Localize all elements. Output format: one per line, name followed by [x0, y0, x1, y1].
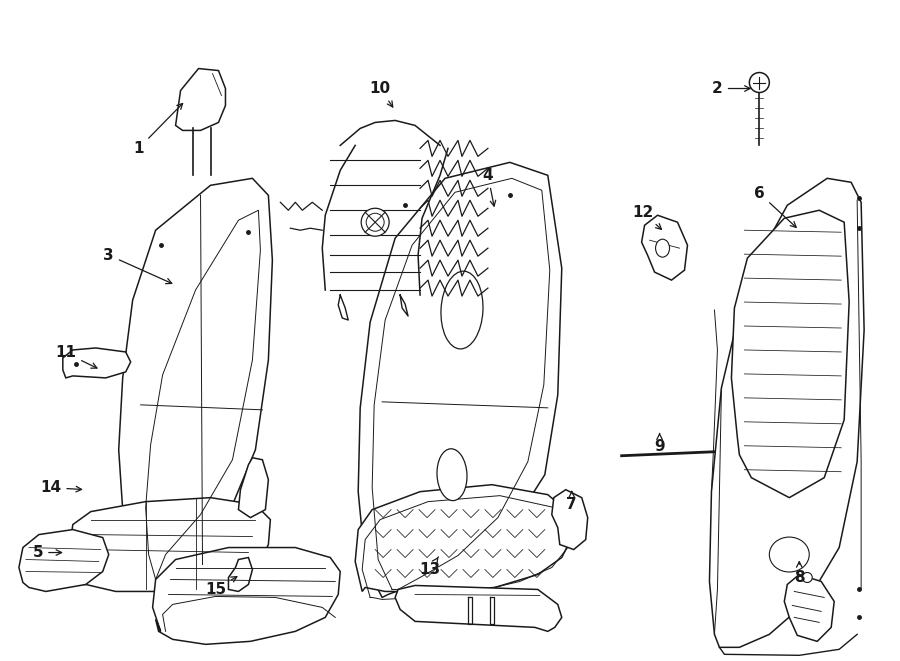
Circle shape: [802, 572, 812, 582]
Circle shape: [750, 73, 770, 93]
Text: 1: 1: [133, 104, 183, 156]
Text: 4: 4: [482, 168, 496, 206]
Polygon shape: [68, 498, 270, 592]
Text: 11: 11: [55, 346, 97, 368]
Polygon shape: [356, 485, 572, 592]
Polygon shape: [238, 457, 268, 518]
Polygon shape: [176, 69, 226, 130]
Polygon shape: [358, 163, 562, 598]
Polygon shape: [153, 547, 340, 644]
Polygon shape: [19, 529, 109, 592]
Text: 9: 9: [654, 434, 665, 454]
Polygon shape: [642, 215, 688, 280]
Text: 2: 2: [712, 81, 751, 96]
Text: 15: 15: [205, 576, 237, 597]
Text: 13: 13: [419, 557, 441, 577]
Ellipse shape: [361, 208, 389, 236]
Polygon shape: [784, 574, 834, 641]
Ellipse shape: [441, 271, 483, 349]
Polygon shape: [395, 586, 562, 631]
Polygon shape: [119, 178, 273, 590]
Text: 12: 12: [632, 205, 662, 229]
Text: 7: 7: [566, 491, 577, 512]
Ellipse shape: [437, 449, 467, 500]
Text: 5: 5: [32, 545, 61, 560]
Polygon shape: [229, 557, 252, 592]
Polygon shape: [709, 178, 864, 647]
Text: 3: 3: [104, 248, 172, 284]
Text: 10: 10: [370, 81, 392, 107]
Polygon shape: [63, 348, 130, 378]
Polygon shape: [732, 210, 850, 498]
Polygon shape: [552, 490, 588, 549]
Text: 8: 8: [794, 562, 805, 585]
Ellipse shape: [655, 239, 670, 257]
Text: 14: 14: [40, 480, 82, 495]
Ellipse shape: [770, 537, 809, 572]
Text: 6: 6: [754, 186, 796, 227]
